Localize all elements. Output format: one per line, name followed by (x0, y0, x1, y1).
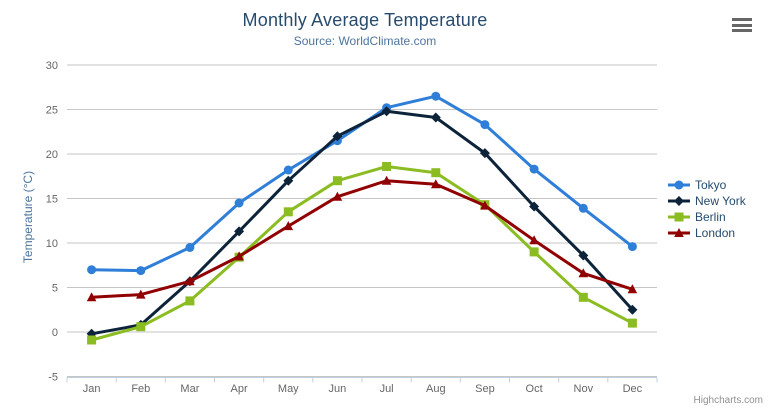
new-york-point-Sep[interactable] (479, 148, 490, 159)
berlin-point-Mar[interactable] (185, 296, 195, 306)
x-axis-labels: Jan Feb Mar Apr May Jun Jul Aug Sep Oct Nov Dec (83, 383, 643, 395)
series-london (86, 175, 638, 302)
london-point-Dec[interactable] (627, 284, 638, 294)
series-berlin (87, 162, 637, 345)
tokyo-point-Sep[interactable] (480, 120, 490, 130)
berlin-legend-marker-icon (668, 212, 690, 222)
berlin-point-Aug[interactable] (431, 168, 441, 178)
tokyo-point-Jan[interactable] (87, 265, 97, 275)
berlin-point-Feb[interactable] (136, 322, 146, 332)
hamburger-bar (732, 18, 752, 21)
london-legend-marker[interactable] (674, 228, 684, 237)
london-point-Nov[interactable] (578, 268, 589, 278)
credits-link[interactable]: Highcharts.com (693, 395, 763, 406)
berlin-point-Jul[interactable] (382, 162, 392, 171)
series-tokyo (87, 91, 637, 276)
y-tick-label: -5 (48, 372, 58, 384)
tokyo-legend-marker[interactable] (674, 180, 684, 190)
x-tick-label: Apr (231, 383, 248, 395)
x-axis (66, 377, 658, 383)
berlin-legend-marker[interactable] (674, 212, 684, 222)
legend-item-new-york[interactable]: New York (668, 193, 746, 209)
london-point-Jul[interactable] (381, 175, 392, 185)
y-tick-label: 15 (46, 194, 58, 206)
london-point-Oct[interactable] (529, 235, 539, 245)
legend-item-label: New York (695, 194, 746, 208)
chart-subtitle: Source: WorldClimate.com (293, 34, 437, 48)
hamburger-bar (732, 23, 752, 27)
tokyo-point-Apr[interactable] (234, 198, 244, 208)
chart-title: Monthly Average Temperature (242, 10, 488, 30)
tokyo-point-Oct[interactable] (529, 164, 539, 174)
x-tick-label: Aug (426, 383, 446, 395)
berlin-point-Jan[interactable] (87, 335, 97, 345)
new-york-point-Aug[interactable] (430, 112, 441, 123)
y-axis-title: Temperature (°C) (21, 170, 35, 264)
x-tick-label: Mar (180, 383, 199, 395)
berlin-point-Jun[interactable] (332, 176, 342, 186)
london-point-Sep[interactable] (480, 200, 490, 210)
x-tick-label: Feb (131, 383, 150, 395)
tokyo-point-Dec[interactable] (627, 242, 637, 252)
berlin-point-Nov[interactable] (578, 292, 588, 302)
y-tick-label: 30 (46, 60, 58, 72)
y-tick-label: 25 (46, 105, 58, 117)
y-tick-label: 20 (46, 149, 58, 161)
hamburger-icon[interactable] (732, 17, 752, 33)
x-tick-label: May (278, 383, 299, 395)
london-point-Apr[interactable] (234, 251, 244, 261)
legend-item-berlin[interactable]: Berlin (668, 209, 746, 225)
tokyo-point-Mar[interactable] (185, 243, 195, 252)
legend-item-london[interactable]: London (668, 225, 746, 241)
london-line (90, 179, 634, 299)
legend-item-label: Tokyo (695, 178, 727, 192)
new-york-line (90, 109, 634, 336)
new-york-point-Apr[interactable] (234, 226, 245, 237)
berlin-point-Dec[interactable] (627, 318, 637, 328)
london-point-Jan[interactable] (86, 292, 97, 302)
x-tick-label: Jan (83, 383, 101, 395)
new-york-legend-marker-icon (668, 196, 690, 206)
london-point-Mar[interactable] (185, 276, 195, 286)
london-point-May[interactable] (283, 221, 294, 231)
tokyo-point-Feb[interactable] (136, 266, 146, 276)
new-york-point-Jul[interactable] (381, 106, 392, 117)
new-york-point-Nov[interactable] (578, 250, 589, 261)
london-legend-marker-icon (668, 228, 690, 237)
chart-legend: Tokyo New York Berlin London (668, 177, 746, 241)
legend-item-tokyo[interactable]: Tokyo (668, 177, 746, 193)
new-york-point-Jun[interactable] (332, 131, 343, 142)
new-york-point-Dec[interactable] (627, 304, 638, 315)
hamburger-bar (732, 29, 752, 32)
y-axis-labels: -5 0 5 10 15 20 25 30 (46, 60, 58, 384)
new-york-point-Oct[interactable] (529, 201, 540, 212)
london-point-Feb[interactable] (136, 289, 146, 299)
x-tick-label: Sep (475, 383, 495, 395)
tokyo-legend-marker-icon (668, 180, 690, 190)
x-tick-label: Jul (380, 383, 394, 395)
legend-item-label: Berlin (695, 210, 726, 224)
tokyo-point-May[interactable] (283, 165, 293, 175)
x-tick-label: Jun (329, 383, 347, 395)
berlin-point-May[interactable] (283, 207, 293, 217)
x-tick-label: Oct (526, 383, 543, 395)
y-tick-label: 10 (46, 238, 58, 250)
x-tick-label: Nov (574, 383, 594, 395)
new-york-point-May[interactable] (283, 175, 294, 186)
x-tick-label: Dec (623, 383, 643, 395)
tokyo-point-Aug[interactable] (431, 91, 441, 101)
tokyo-point-Nov[interactable] (578, 203, 588, 213)
berlin-line (90, 165, 634, 342)
series-new-york (86, 106, 638, 339)
y-tick-label: 5 (52, 283, 58, 295)
london-point-Aug[interactable] (431, 179, 441, 189)
y-gridlines (67, 64, 657, 377)
london-point-Jun[interactable] (332, 191, 343, 201)
berlin-point-Oct[interactable] (529, 247, 539, 257)
y-tick-label: 0 (52, 327, 58, 339)
new-york-legend-marker[interactable] (674, 196, 684, 206)
legend-item-label: London (695, 226, 736, 240)
